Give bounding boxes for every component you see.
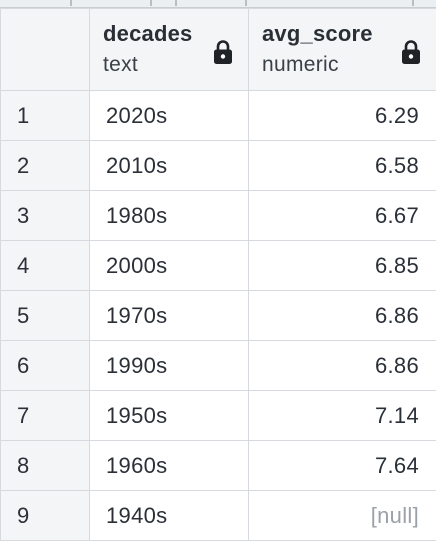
table-row[interactable]: 1 2020s 6.29 (0, 90, 436, 141)
row-number-header[interactable] (0, 8, 90, 91)
row-number[interactable]: 8 (0, 440, 90, 491)
results-grid: decades text avg_score numeric (0, 8, 436, 541)
column-header-decades[interactable]: decades text (89, 8, 249, 91)
column-type: text (103, 53, 139, 76)
header-row: decades text avg_score numeric (0, 8, 436, 91)
cell-decades[interactable]: 2010s (89, 140, 249, 191)
cell-avg-score[interactable]: 6.86 (248, 340, 436, 391)
cell-decades[interactable]: 1970s (89, 290, 249, 341)
toolbar-divider (150, 0, 152, 6)
table-row[interactable]: 9 1940s [null] (0, 490, 436, 541)
row-number[interactable]: 7 (0, 390, 90, 441)
cell-decades[interactable]: 2020s (89, 90, 249, 141)
table-row[interactable]: 3 1980s 6.67 (0, 190, 436, 241)
column-name: avg_score (262, 21, 373, 46)
cell-avg-score[interactable]: 7.64 (248, 440, 436, 491)
toolbar-divider (245, 0, 247, 6)
toolbar-divider (70, 0, 72, 6)
column-header-avg-score[interactable]: avg_score numeric (248, 8, 436, 91)
column-type: numeric (262, 53, 339, 76)
cell-avg-score-null[interactable]: [null] (248, 490, 436, 541)
cell-decades[interactable]: 1960s (89, 440, 249, 491)
cell-decades[interactable]: 1950s (89, 390, 249, 441)
cell-avg-score[interactable]: 6.58 (248, 140, 436, 191)
cell-decades[interactable]: 1940s (89, 490, 249, 541)
table-row[interactable]: 4 2000s 6.85 (0, 240, 436, 291)
row-number[interactable]: 3 (0, 190, 90, 241)
cell-decades[interactable]: 1990s (89, 340, 249, 391)
table-row[interactable]: 8 1960s 7.64 (0, 440, 436, 491)
table-row[interactable]: 7 1950s 7.14 (0, 390, 436, 441)
row-number[interactable]: 6 (0, 340, 90, 391)
row-number[interactable]: 9 (0, 490, 90, 541)
row-number[interactable]: 2 (0, 140, 90, 191)
cell-avg-score[interactable]: 7.14 (248, 390, 436, 441)
row-number[interactable]: 4 (0, 240, 90, 291)
table-row[interactable]: 6 1990s 6.86 (0, 340, 436, 391)
row-number[interactable]: 1 (0, 90, 90, 141)
column-name: decades (103, 21, 193, 46)
row-number[interactable]: 5 (0, 290, 90, 341)
table-row[interactable]: 5 1970s 6.86 (0, 290, 436, 341)
lock-icon (402, 40, 420, 64)
cell-avg-score[interactable]: 6.29 (248, 90, 436, 141)
lock-icon (214, 40, 232, 64)
toolbar-divider (412, 0, 414, 6)
cell-avg-score[interactable]: 6.67 (248, 190, 436, 241)
table-row[interactable]: 2 2010s 6.58 (0, 140, 436, 191)
toolbar-divider (175, 0, 177, 6)
cell-decades[interactable]: 2000s (89, 240, 249, 291)
toolbar-edge (0, 0, 436, 8)
cell-avg-score[interactable]: 6.86 (248, 290, 436, 341)
cell-avg-score[interactable]: 6.85 (248, 240, 436, 291)
cell-decades[interactable]: 1980s (89, 190, 249, 241)
